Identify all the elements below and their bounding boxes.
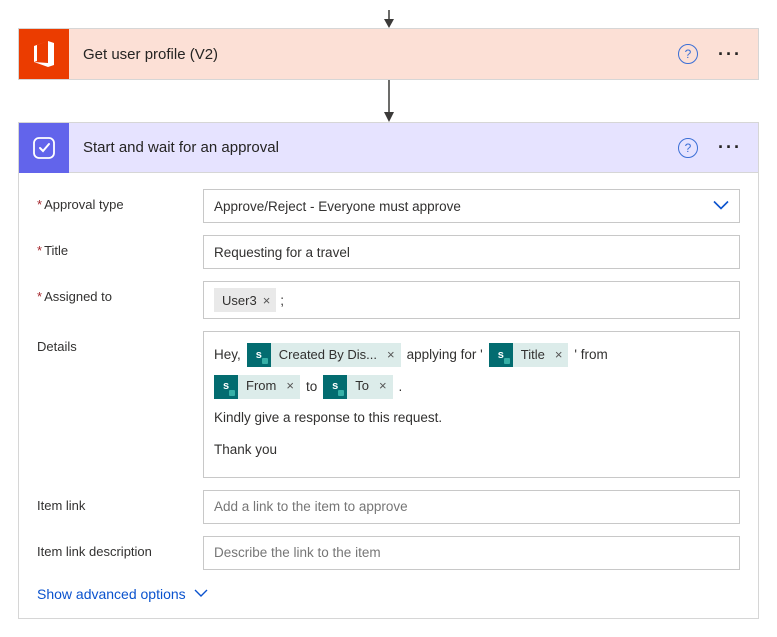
step-title: Start and wait for an approval [69,139,678,156]
office-icon [19,29,69,79]
label-item-link: Item link [37,490,203,513]
item-link-input[interactable]: Add a link to the item to approve [203,490,740,524]
assigned-to-token[interactable]: User3 × [214,288,276,312]
chevron-down-icon [194,589,208,598]
row-approval-type: *Approval type Approve/Reject - Everyone… [37,183,740,229]
label-item-link-desc: Item link description [37,536,203,559]
approval-type-select[interactable]: Approve/Reject - Everyone must approve [203,189,740,223]
title-input[interactable]: Requesting for a travel [203,235,740,269]
connector-arrow-mid [18,80,759,122]
label-title: *Title [37,235,203,258]
remove-token-icon[interactable]: × [555,341,563,370]
step-title: Get user profile (V2) [69,46,678,63]
approval-icon [19,123,69,173]
step-header[interactable]: Get user profile (V2) ? ··· [19,29,758,79]
more-menu-icon[interactable]: ··· [714,137,746,158]
chevron-down-icon [713,199,729,214]
help-icon[interactable]: ? [678,44,698,64]
step-body: *Approval type Approve/Reject - Everyone… [19,173,758,618]
row-title: *Title Requesting for a travel [37,229,740,275]
label-approval-type: *Approval type [37,189,203,212]
label-details: Details [37,331,203,354]
item-link-desc-input[interactable]: Describe the link to the item [203,536,740,570]
details-input[interactable]: Hey, s Created By Dis... × applying for … [203,331,740,478]
title-value: Requesting for a travel [214,245,350,260]
sharepoint-icon: s [489,343,513,367]
remove-token-icon[interactable]: × [379,372,387,401]
dynamic-token-from[interactable]: s From × [214,375,300,399]
sharepoint-icon: s [247,343,271,367]
approval-type-value: Approve/Reject - Everyone must approve [214,199,461,214]
assigned-to-input[interactable]: User3 × ; [203,281,740,319]
sharepoint-icon: s [214,375,238,399]
step-start-and-wait-approval: Start and wait for an approval ? ··· *Ap… [18,122,759,619]
row-details: Details Hey, s Created By Dis... × apply… [37,325,740,484]
dynamic-token-title[interactable]: s Title × [489,343,569,367]
show-advanced-options-link[interactable]: Show advanced options [37,586,208,602]
step-header[interactable]: Start and wait for an approval ? ··· [19,123,758,173]
remove-token-icon[interactable]: × [387,341,395,370]
dynamic-token-created-by[interactable]: s Created By Dis... × [247,343,401,367]
row-assigned-to: *Assigned to User3 × ; [37,275,740,325]
step-get-user-profile[interactable]: Get user profile (V2) ? ··· [18,28,759,80]
row-item-link: Item link Add a link to the item to appr… [37,484,740,530]
remove-token-icon[interactable]: × [286,372,294,401]
remove-token-icon[interactable]: × [263,293,271,308]
assigned-to-separator: ; [280,293,284,308]
dynamic-token-to[interactable]: s To × [323,375,392,399]
sharepoint-icon: s [323,375,347,399]
row-item-link-desc: Item link description Describe the link … [37,530,740,576]
more-menu-icon[interactable]: ··· [714,44,746,65]
label-assigned-to: *Assigned to [37,281,203,304]
connector-arrow-top [18,10,759,28]
help-icon[interactable]: ? [678,138,698,158]
